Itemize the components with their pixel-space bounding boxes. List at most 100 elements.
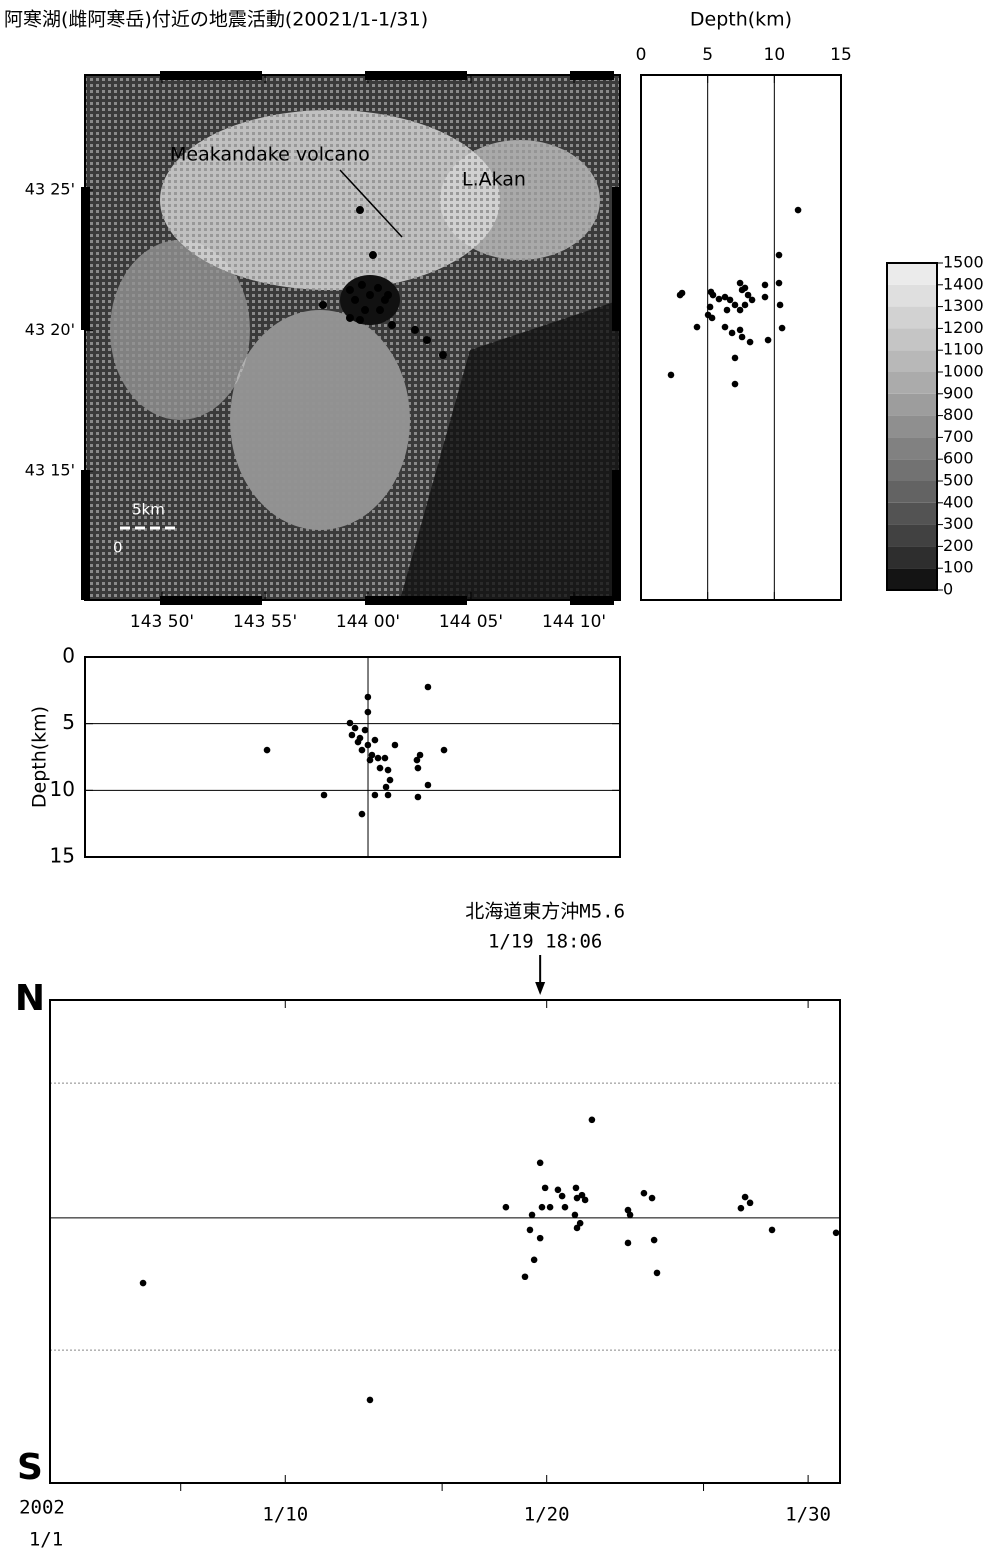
y-axis-label: Depth(km): [29, 706, 51, 808]
data-point: [527, 1227, 534, 1234]
data-point: [724, 307, 731, 314]
y-tick-label: 800: [943, 405, 974, 424]
annotation: L.Akan: [462, 169, 526, 191]
data-point: [383, 784, 390, 791]
data-point: [347, 720, 354, 727]
data-point: [742, 1194, 749, 1201]
data-point: [747, 1200, 754, 1207]
y-tick-label: 43 20': [25, 320, 75, 339]
data-point: [356, 206, 364, 214]
data-point: [529, 1212, 536, 1219]
color-band: [887, 568, 937, 590]
data-point: [833, 1230, 840, 1237]
data-point: [372, 792, 379, 799]
data-point: [358, 281, 366, 289]
scale-label: 0: [113, 539, 123, 557]
data-point: [387, 777, 394, 784]
data-point: [319, 301, 327, 309]
color-band: [887, 481, 937, 503]
scale-label: 5km: [132, 501, 165, 519]
y-tick-label: 0: [943, 580, 953, 599]
y-tick-label: 500: [943, 471, 974, 490]
data-point: [384, 291, 392, 299]
data-point: [439, 351, 447, 359]
data-point: [677, 292, 684, 299]
annotation-text: 1/19 18:06: [488, 931, 602, 953]
data-point: [577, 1220, 584, 1227]
data-point: [382, 755, 389, 762]
x-tick-label: 5: [702, 45, 713, 65]
y-tick-label: 15: [50, 844, 75, 868]
data-point: [503, 1204, 510, 1211]
data-point: [589, 1116, 596, 1123]
data-point: [737, 327, 744, 334]
color-band: [887, 372, 937, 394]
y-tick-label: 0: [62, 644, 75, 668]
data-point: [737, 280, 744, 287]
data-point: [365, 709, 372, 716]
data-point: [627, 1212, 634, 1219]
data-point: [425, 782, 432, 789]
data-point: [356, 316, 364, 324]
data-point: [777, 302, 784, 309]
data-point: [367, 757, 374, 764]
data-point: [722, 324, 729, 331]
data-point: [654, 1270, 661, 1277]
data-point: [321, 792, 328, 799]
data-point: [349, 732, 356, 739]
x-tick-label: 0: [636, 45, 647, 65]
data-point: [362, 727, 369, 734]
color-band: [887, 503, 937, 525]
color-band: [887, 416, 937, 438]
data-point: [668, 372, 675, 379]
data-point: [542, 1185, 549, 1192]
x-tick-label: 143 55': [233, 612, 297, 632]
data-point: [776, 280, 783, 287]
data-point: [573, 1185, 580, 1192]
color-band: [887, 350, 937, 372]
data-point: [716, 296, 723, 303]
x-axis-label: Depth(km): [690, 9, 792, 31]
color-band: [887, 437, 937, 459]
data-point: [769, 1227, 776, 1234]
year-label: 2002: [19, 1497, 65, 1519]
x-tick-label: 10: [764, 45, 786, 65]
y-tick-label: 600: [943, 449, 974, 468]
data-point: [522, 1273, 529, 1280]
data-point: [739, 334, 746, 341]
x-tick-label: 144 10': [542, 612, 606, 632]
y-tick-label: 1500: [943, 253, 984, 272]
data-point: [539, 1204, 546, 1211]
color-band: [887, 285, 937, 307]
data-point: [359, 747, 366, 754]
data-point: [366, 291, 374, 299]
plot-frame: [85, 657, 620, 857]
data-point: [537, 1159, 544, 1166]
data-point: [411, 326, 419, 334]
data-point: [140, 1280, 147, 1287]
data-point: [742, 285, 749, 292]
y-tick-label: 100: [943, 558, 974, 577]
color-band: [887, 307, 937, 329]
data-point: [346, 314, 354, 322]
data-point: [795, 207, 802, 214]
data-point: [547, 1204, 554, 1211]
data-point: [359, 811, 366, 818]
data-point: [582, 1197, 589, 1204]
data-point: [388, 321, 396, 329]
y-tick-label: 1300: [943, 296, 984, 315]
x-tick-label: 1/10: [262, 1504, 308, 1526]
data-point: [641, 1190, 648, 1197]
data-point: [555, 1187, 562, 1194]
data-point: [372, 737, 379, 744]
data-point: [417, 752, 424, 759]
color-band: [887, 394, 937, 416]
data-point: [377, 765, 384, 772]
page: 阿寒湖(雌阿寒岳)付近の地震活動(20021/1-1/31) 143 50'14…: [0, 0, 1000, 1559]
y-tick-label: 5: [62, 710, 75, 734]
data-point: [776, 252, 783, 259]
annotation-arrowhead: [535, 982, 545, 995]
y-tick-label: S: [17, 1447, 43, 1488]
data-point: [765, 337, 772, 344]
x-tick-label: 1/1: [29, 1529, 63, 1551]
